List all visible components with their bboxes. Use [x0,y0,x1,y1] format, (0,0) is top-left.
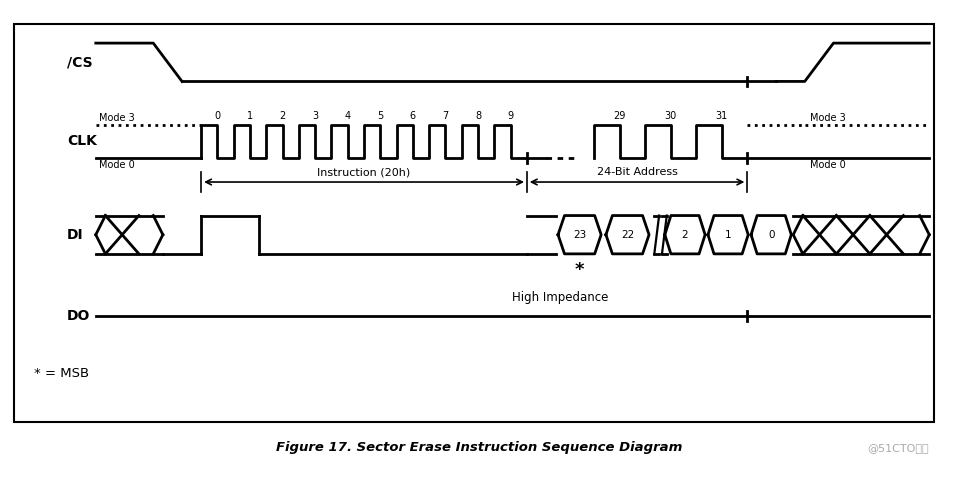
Text: 9: 9 [508,111,513,121]
Text: DO: DO [67,309,90,323]
Text: 30: 30 [665,111,676,121]
Text: 2: 2 [280,111,285,121]
Text: /CS: /CS [67,55,93,69]
Text: Mode 0: Mode 0 [810,160,845,170]
Text: 29: 29 [613,111,626,121]
Text: 5: 5 [377,111,383,121]
FancyBboxPatch shape [14,24,934,422]
Text: * = MSB: * = MSB [34,367,89,380]
Text: 7: 7 [443,111,448,121]
Text: CLK: CLK [67,134,97,148]
Text: 0: 0 [215,111,220,121]
Text: *: * [575,261,584,279]
Text: 2: 2 [682,230,688,240]
Text: 23: 23 [573,230,586,240]
Text: 4: 4 [345,111,351,121]
Text: 31: 31 [716,111,728,121]
Text: 22: 22 [621,230,634,240]
Text: 1: 1 [725,230,731,240]
Text: Mode 0: Mode 0 [99,160,134,170]
Text: 24-Bit Address: 24-Bit Address [597,167,677,177]
Text: 1: 1 [247,111,253,121]
Text: Mode 3: Mode 3 [99,113,134,123]
Text: 0: 0 [768,230,774,240]
Text: Mode 3: Mode 3 [810,113,845,123]
Text: 6: 6 [410,111,416,121]
Text: Figure 17. Sector Erase Instruction Sequence Diagram: Figure 17. Sector Erase Instruction Sequ… [276,441,682,455]
Text: High Impedance: High Impedance [513,291,608,304]
Text: 3: 3 [312,111,318,121]
Text: 8: 8 [475,111,481,121]
Text: @51CTO博客: @51CTO博客 [868,443,929,453]
Text: Instruction (20h): Instruction (20h) [317,167,411,177]
Text: DI: DI [67,228,83,242]
